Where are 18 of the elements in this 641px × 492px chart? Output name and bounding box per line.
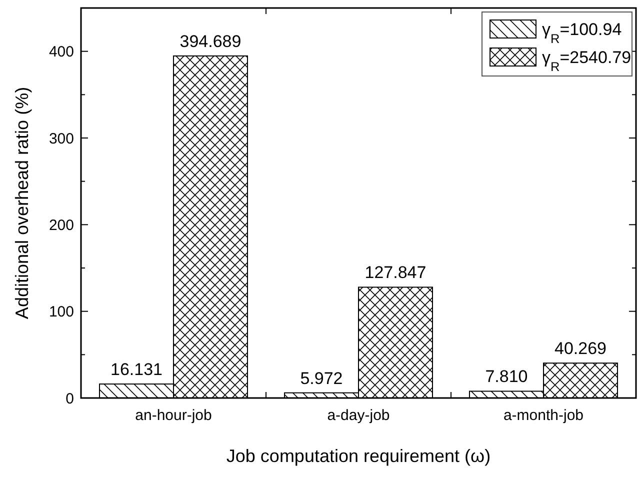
data-label: 5.972 [300,368,343,388]
data-label: 40.269 [554,339,606,358]
y-tick-label: 400 [48,44,74,61]
x-tick-label: an-hour-job [135,407,212,424]
y-tick-label: 100 [48,304,74,321]
data-label: 7.810 [485,367,528,386]
data-label: 16.131 [110,360,162,380]
data-label: 394.689 [180,32,242,51]
y-axis-title: Additional overhead ratio (%) [12,86,32,320]
x-tick-label: a-month-job [503,407,584,424]
legend-label: γ$_{R}$=100.94 [542,20,622,46]
y-tick-label: 0 [66,390,74,408]
y-tick-label: 300 [48,130,74,148]
y-tick-label: 200 [48,216,74,234]
x-axis-title: Job computation requirement (ω) [226,446,491,466]
legend-label: γ$_{R}$=2540.79 [542,48,632,74]
data-label: 127.847 [364,263,426,282]
x-tick-label: a-day-job [327,407,390,424]
